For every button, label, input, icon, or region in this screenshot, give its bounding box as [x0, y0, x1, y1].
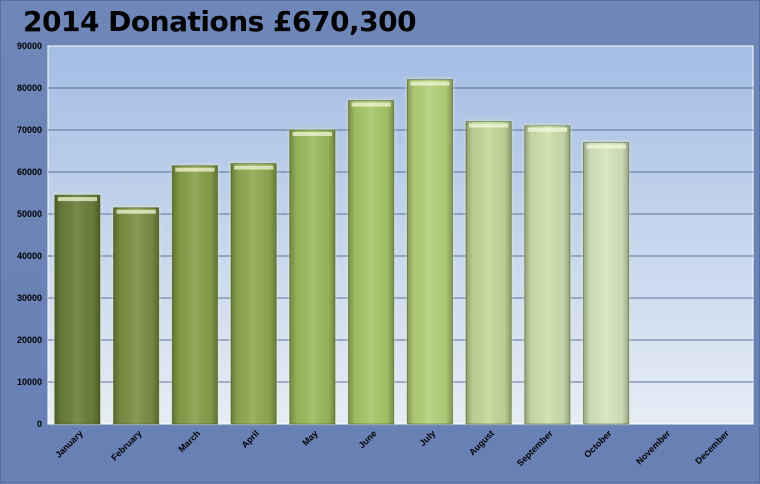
bar-shading [231, 163, 277, 424]
bar-shading [466, 121, 512, 424]
bar-february [112, 206, 160, 425]
x-tick-label: November [634, 428, 673, 467]
bar-highlight [57, 197, 97, 202]
x-tick-label: October [582, 428, 614, 460]
plot-area [47, 45, 754, 425]
bar-shading [407, 79, 453, 424]
x-axis: January February March April May June July Augu… [53, 428, 731, 468]
x-tick-label: August [467, 428, 496, 457]
chart-title: 2014 Donations £670,300 [23, 5, 417, 38]
bar-highlight [116, 209, 156, 214]
bar-highlight [234, 165, 274, 170]
bar-shading [524, 125, 570, 425]
y-tick-label: 80000 [17, 83, 42, 93]
bar-highlight [527, 127, 567, 132]
bar-shading [583, 142, 629, 424]
x-tick-label: December [693, 428, 731, 466]
bar-june [347, 99, 395, 425]
x-tick-label: April [239, 428, 261, 450]
bar-march [171, 164, 219, 425]
bar-highlight [292, 132, 332, 136]
bar-january [53, 194, 101, 425]
bar-shading [348, 100, 394, 424]
bar-highlight [175, 167, 215, 172]
x-tick-label: May [300, 428, 319, 447]
y-tick-label: 0 [37, 419, 42, 429]
bar-shading [172, 165, 218, 424]
bar-august [465, 120, 513, 425]
bar-shading [54, 195, 100, 424]
bar-shading [113, 207, 159, 424]
y-tick-label: 90000 [17, 41, 42, 51]
bars [53, 78, 630, 425]
bar-highlight [351, 102, 391, 107]
bar-may [288, 129, 336, 425]
x-tick-label: March [176, 428, 202, 454]
bar-highlight [469, 123, 509, 128]
bar-october [582, 141, 630, 425]
bar-september [523, 124, 571, 425]
bar-highlight [410, 81, 450, 86]
bar-july [406, 78, 454, 425]
gridlines [48, 87, 753, 383]
bar-april [230, 162, 278, 425]
bar-shading [289, 130, 335, 424]
y-tick-label: 30000 [17, 293, 42, 303]
y-tick-label: 50000 [17, 209, 42, 219]
bar-highlight [586, 144, 626, 149]
y-tick-label: 60000 [17, 167, 42, 177]
x-tick-label: July [417, 428, 437, 448]
x-tick-label: February [109, 428, 143, 462]
y-tick-label: 10000 [17, 377, 42, 387]
x-tick-label: January [53, 428, 84, 459]
x-tick-label: June [357, 428, 379, 450]
x-tick-label: September [515, 428, 555, 468]
y-tick-label: 40000 [17, 251, 42, 261]
y-tick-label: 20000 [17, 335, 42, 345]
y-tick-label: 70000 [17, 125, 42, 135]
y-axis: 0 10000 20000 30000 40000 50000 60000 70000 8000… [17, 41, 42, 429]
